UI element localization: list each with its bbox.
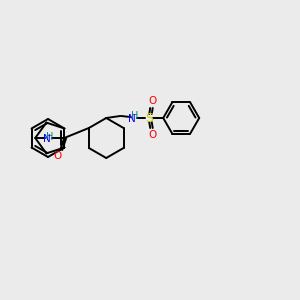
Text: N: N xyxy=(43,134,51,144)
Text: N: N xyxy=(128,115,136,124)
Text: O: O xyxy=(53,151,61,161)
Text: S: S xyxy=(145,112,153,124)
Text: H: H xyxy=(46,131,53,142)
Text: O: O xyxy=(148,130,156,140)
Text: H: H xyxy=(130,111,138,121)
Text: O: O xyxy=(148,96,156,106)
